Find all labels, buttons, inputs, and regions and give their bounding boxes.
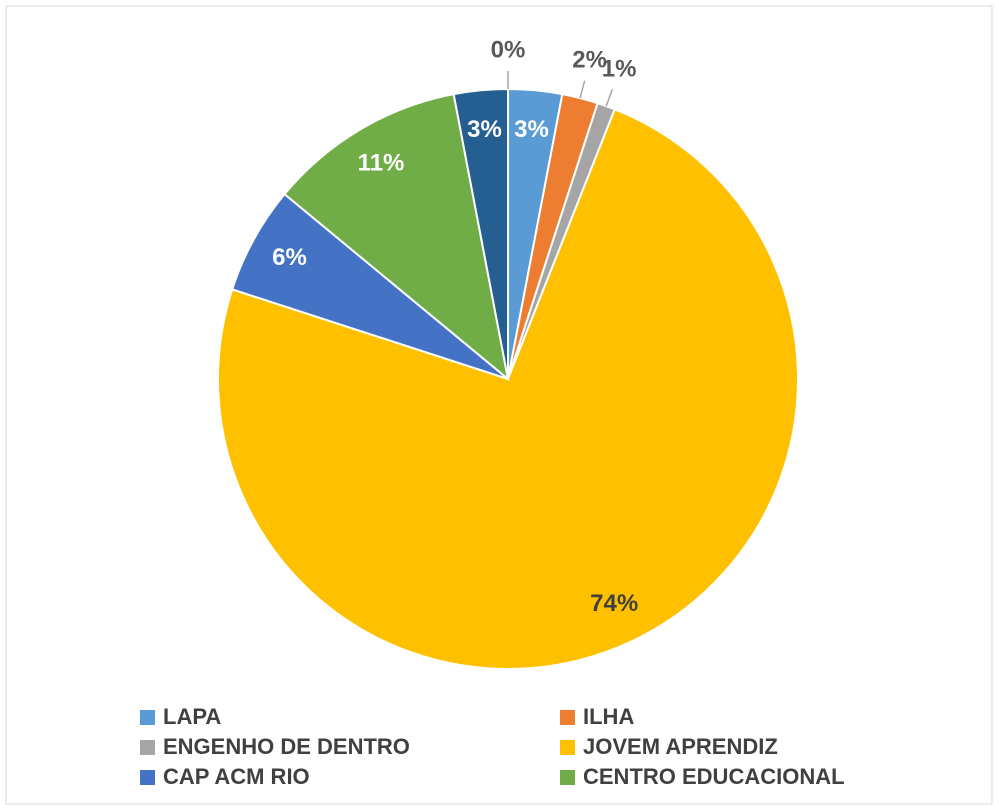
- legend-label: CENTRO EDUCACIONAL: [583, 764, 845, 789]
- legend-label: CAP ACM RIO: [163, 764, 310, 789]
- legend-label: LAPA: [163, 704, 221, 729]
- data-label: 0%: [491, 36, 526, 63]
- legend-swatch: [140, 770, 155, 785]
- legend-swatch: [560, 740, 575, 755]
- data-label: 2%: [572, 47, 607, 74]
- leader-line: [579, 80, 586, 99]
- leader-line: [605, 88, 614, 107]
- legend-label: ENGENHO DE DENTRO: [163, 734, 410, 759]
- pie-slice: [283, 92, 510, 382]
- data-label: 6%: [272, 244, 307, 271]
- legend-swatch: [140, 710, 155, 725]
- legend-label: JOVEM APRENDIZ: [583, 734, 778, 759]
- pie-slice: [217, 108, 799, 670]
- data-label: 3%: [514, 116, 549, 143]
- data-label: 11%: [358, 150, 405, 177]
- legend-label: ILHA: [583, 704, 634, 729]
- legend-swatch: [140, 740, 155, 755]
- legend-swatch: [560, 770, 575, 785]
- data-label: 1%: [602, 56, 637, 83]
- data-label: 74%: [590, 590, 638, 617]
- legend-swatch: [560, 710, 575, 725]
- data-label: 3%: [467, 116, 502, 143]
